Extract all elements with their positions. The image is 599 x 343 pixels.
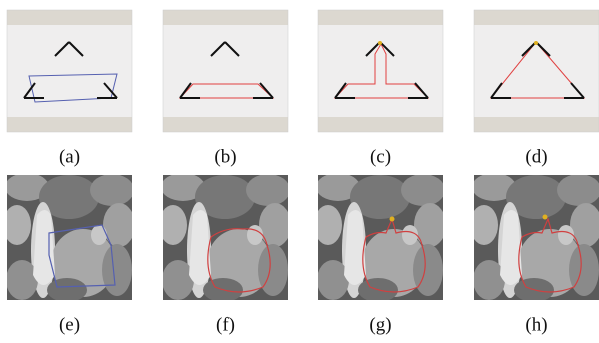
image-region (90, 174, 134, 206)
bottom-band (318, 117, 443, 132)
image-panel: (g) (314, 173, 446, 335)
panel-label: (g) (369, 314, 391, 335)
image-region (162, 260, 194, 300)
image (159, 173, 291, 302)
image-region (569, 244, 599, 296)
image (314, 173, 446, 302)
image-region (317, 260, 349, 300)
image-region (47, 278, 87, 302)
image-region (102, 244, 132, 296)
image-region (558, 225, 574, 245)
image (470, 173, 599, 302)
top-band (163, 10, 288, 25)
top-band (318, 10, 443, 25)
image-region (258, 244, 288, 296)
panel-background (318, 10, 443, 132)
panel-background (7, 10, 132, 132)
panel-background (163, 10, 288, 132)
image-region (3, 205, 31, 245)
image-region (259, 203, 291, 247)
vertex-marker (378, 41, 382, 45)
synthetic-panel: (a) (7, 10, 132, 167)
bottom-band (163, 117, 288, 132)
image (3, 173, 135, 302)
panel-label: (b) (214, 146, 236, 167)
image-region (6, 260, 38, 300)
image-region (401, 174, 445, 206)
panel-label: (e) (59, 314, 80, 335)
panel-label: (a) (59, 146, 80, 167)
synthetic-panel: (c) (318, 10, 443, 167)
image-region (103, 203, 135, 247)
image-region (246, 174, 290, 206)
panel-background (474, 10, 599, 132)
vertex-marker (390, 217, 395, 222)
panel-label: (c) (370, 146, 391, 167)
image-panel: (f) (159, 173, 291, 335)
figure: (a) (b) (c) (d) (e) (f) (g) (h) (0, 0, 599, 338)
vertex-marker (534, 41, 538, 45)
synthetic-panel: (d) (474, 10, 599, 167)
image-region (414, 203, 446, 247)
vertex-marker (543, 215, 548, 220)
bottom-band (474, 117, 599, 132)
bottom-band (7, 117, 132, 132)
image-region (91, 225, 107, 245)
image-region (402, 225, 418, 245)
panel-label: (h) (525, 314, 547, 335)
image-region (247, 225, 263, 245)
image-region (314, 205, 342, 245)
image-region (159, 205, 187, 245)
image-panel: (e) (3, 173, 135, 335)
panel-label: (d) (525, 146, 547, 167)
top-band (474, 10, 599, 25)
image-region (473, 260, 505, 300)
image-region (413, 244, 443, 296)
image-panel: (h) (470, 173, 599, 335)
panel-label: (f) (216, 314, 235, 335)
image-region (470, 205, 498, 245)
image-region (557, 174, 599, 206)
synthetic-panel: (b) (163, 10, 288, 167)
top-band (7, 10, 132, 25)
